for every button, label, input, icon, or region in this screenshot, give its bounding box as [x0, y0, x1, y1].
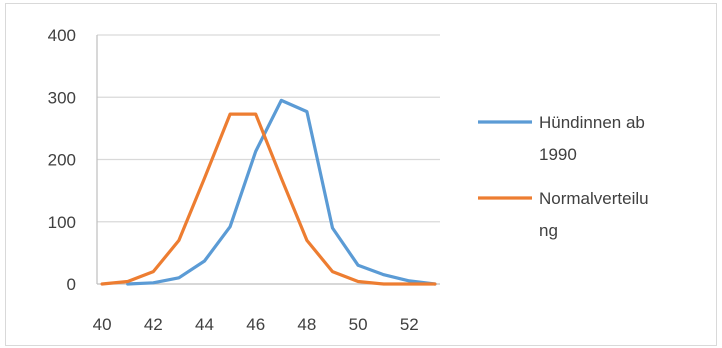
legend-label: Normalverteilu [539, 189, 649, 208]
chart-frame [5, 3, 717, 346]
x-tick-label: 40 [93, 315, 112, 334]
y-tick-label: 0 [67, 275, 76, 294]
x-tick-label: 50 [349, 315, 368, 334]
x-tick-label: 48 [297, 315, 316, 334]
x-tick-label: 52 [400, 315, 419, 334]
series-line-normalverteilung [100, 112, 437, 286]
series-lines [100, 98, 437, 286]
legend-label: 1990 [539, 145, 577, 164]
legend-label: ng [539, 221, 558, 240]
x-tick-label: 46 [246, 315, 265, 334]
x-tick-label: 42 [144, 315, 163, 334]
legend: Hündinnen ab 1990 Normalverteilu ng [478, 113, 649, 240]
series-line-huendinnen [126, 98, 437, 286]
y-tick-label: 100 [48, 213, 76, 232]
y-tick-label: 200 [48, 151, 76, 170]
x-tick-label: 44 [195, 315, 214, 334]
legend-label: Hündinnen ab [539, 113, 645, 132]
y-axis-ticks: 0 100 200 300 400 [48, 26, 76, 294]
y-tick-label: 400 [48, 26, 76, 45]
gridlines [97, 34, 440, 223]
x-axis-ticks: 40 42 44 46 48 50 52 [93, 315, 419, 334]
y-tick-label: 300 [48, 88, 76, 107]
